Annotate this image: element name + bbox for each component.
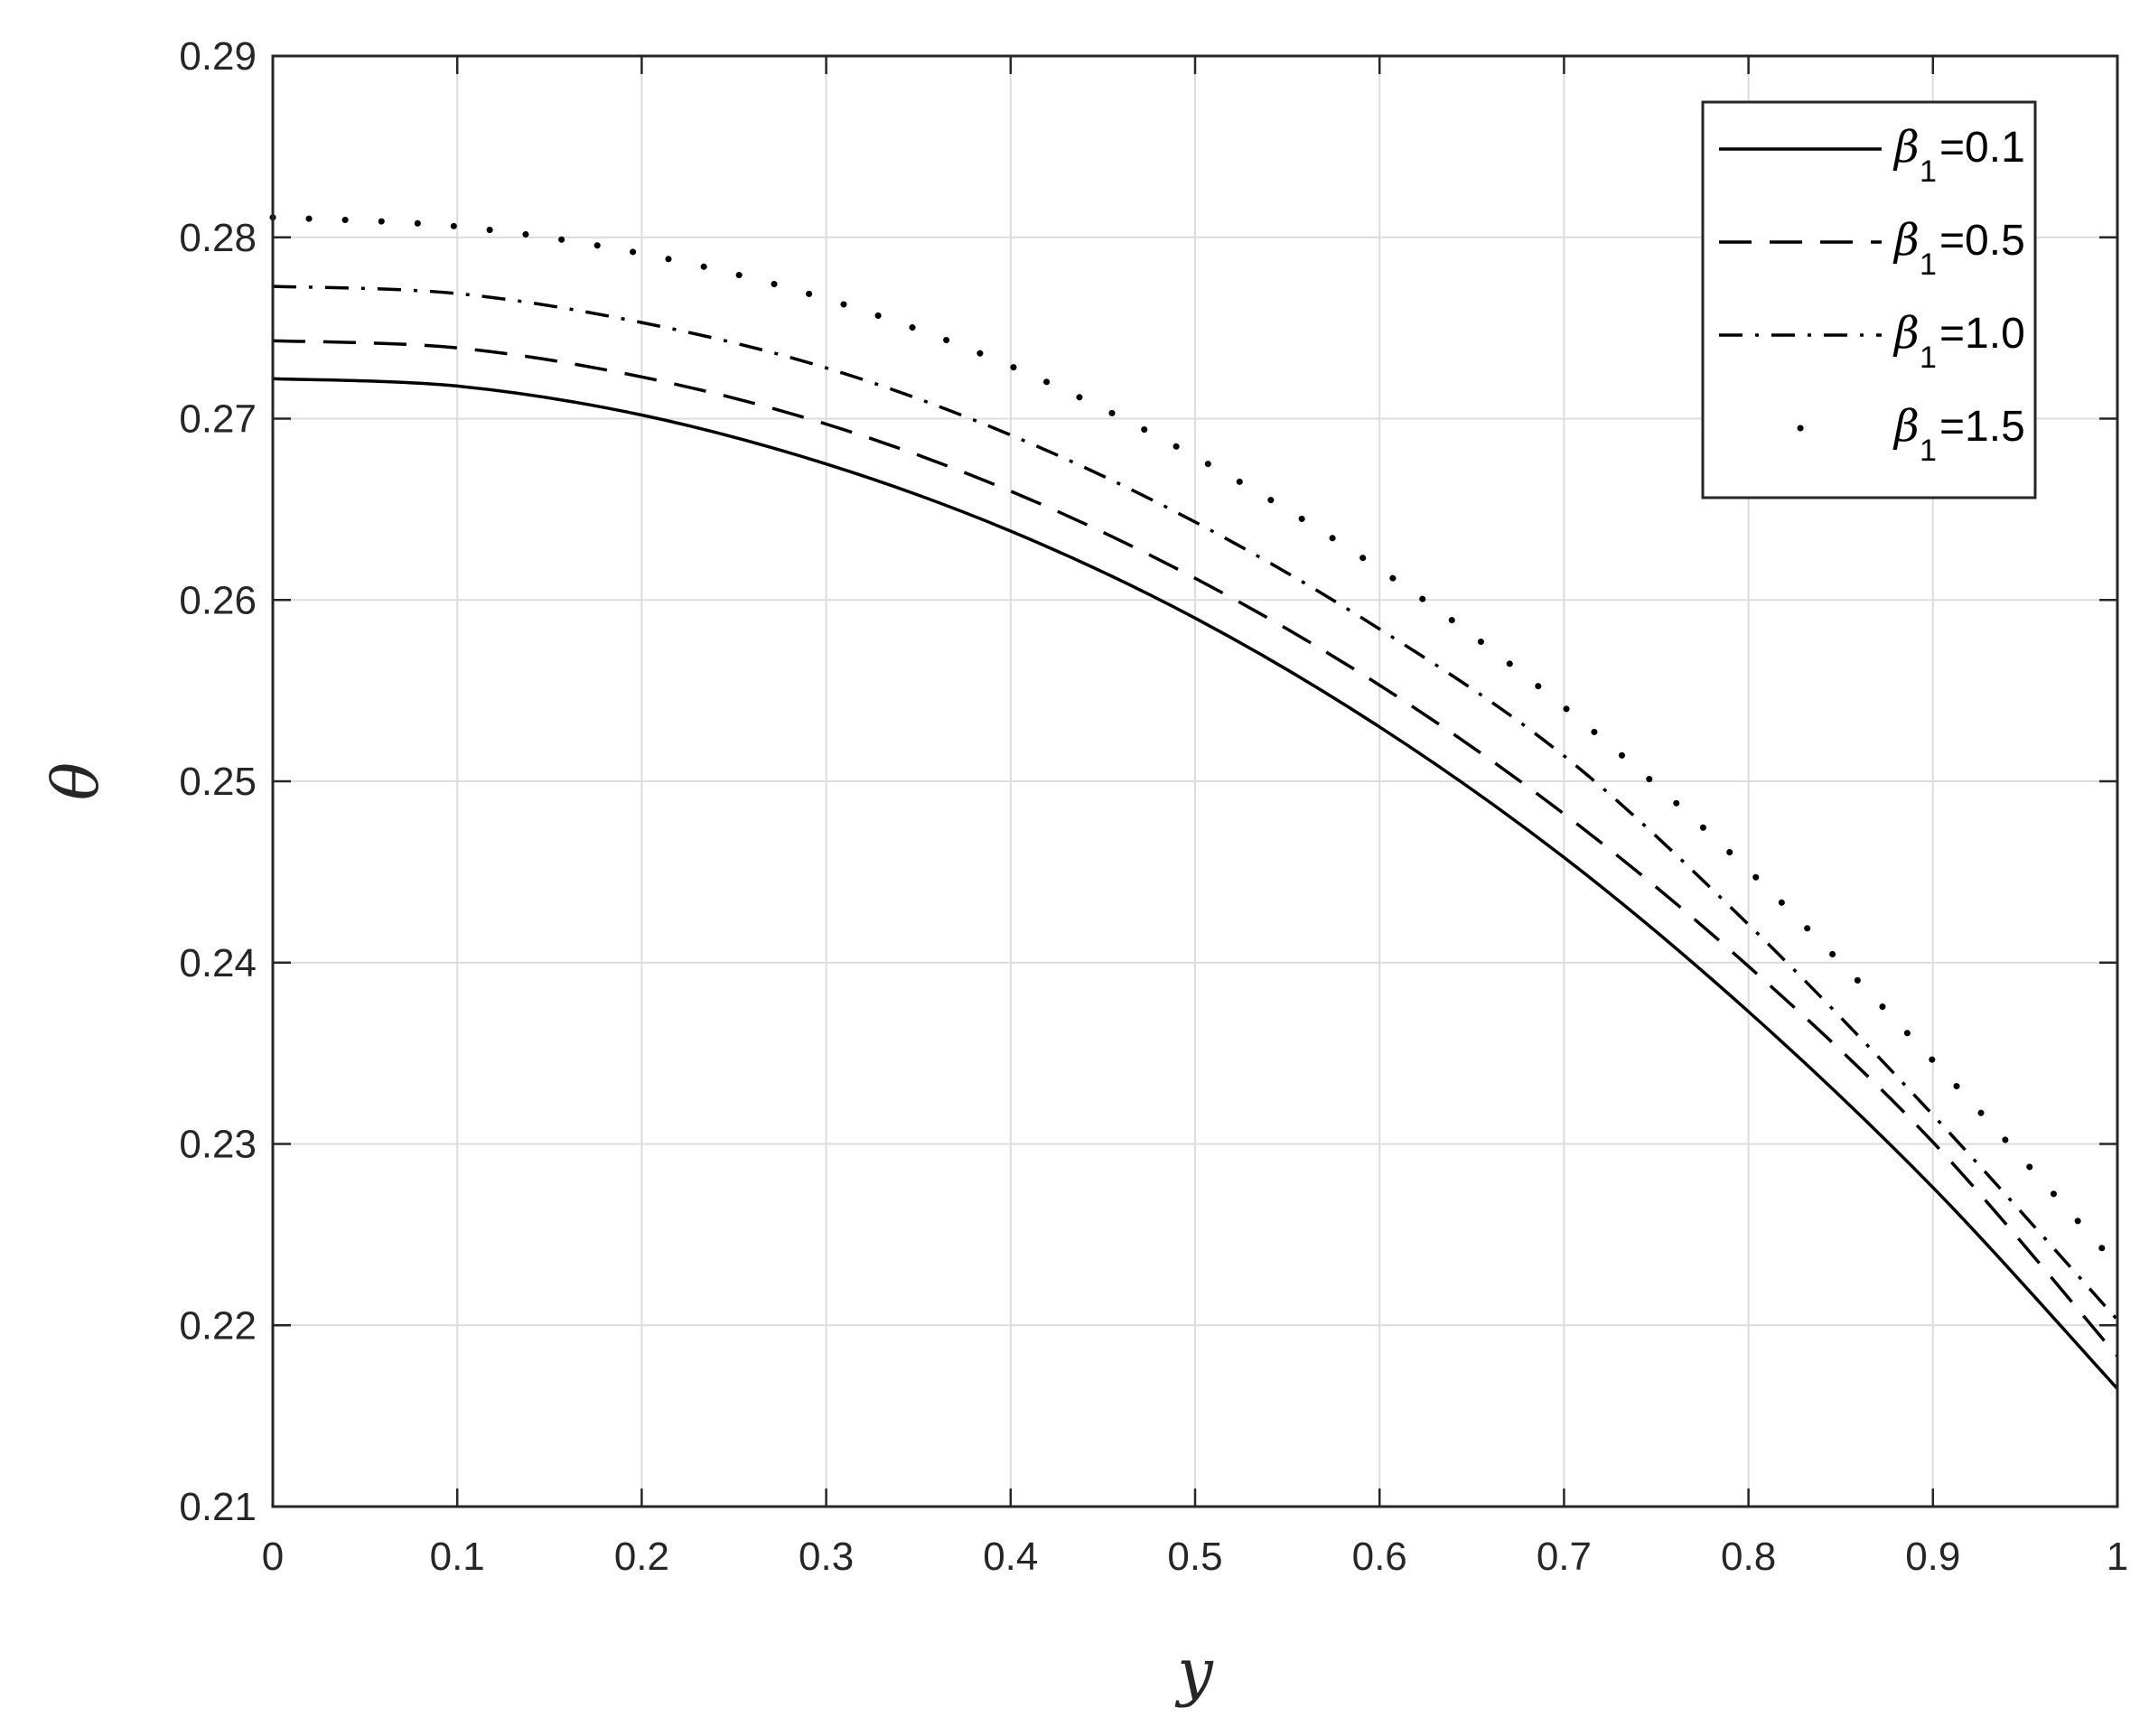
series-4-point — [1010, 366, 1011, 367]
series-4-point — [1932, 1060, 1933, 1061]
series-1-point — [1932, 1187, 1933, 1188]
legend-subscript-2: 1 — [1920, 247, 1937, 282]
x-tick-label: 0.2 — [614, 1535, 669, 1579]
series-2-point — [641, 377, 642, 378]
y-tick-label: 0.25 — [179, 760, 257, 804]
x-tick-label: 0.7 — [1537, 1535, 1592, 1579]
series-3-point — [1010, 434, 1011, 435]
legend-value-2: =0.5 — [1939, 217, 2025, 265]
series-4-point — [1379, 569, 1380, 570]
y-tick-label: 0.29 — [179, 34, 257, 79]
series-2-point — [457, 348, 458, 349]
y-tick-label: 0.21 — [179, 1485, 257, 1529]
y-tick-label: 0.24 — [179, 941, 257, 985]
series-4-point — [826, 298, 827, 299]
series-1-point — [1564, 857, 1565, 858]
series-4-point — [1748, 870, 1749, 871]
series-3-point — [1748, 924, 1749, 925]
legend-symbol-1: β — [1892, 122, 1920, 173]
series-1-point — [1748, 1011, 1749, 1012]
y-tick-label: 0.26 — [179, 578, 257, 622]
series-line-1 — [272, 377, 2119, 1390]
x-tick-label: 0.8 — [1721, 1535, 1776, 1579]
legend-value-1: =0.1 — [1939, 124, 2025, 172]
x-tick-label: 0 — [262, 1535, 284, 1579]
ticks — [271, 54, 2119, 1508]
legend-subscript-3: 1 — [1920, 341, 1937, 375]
legend: β 1 =0.1β 1 =0.5β 1 =1.0β 1 =1.5 — [1701, 100, 2037, 499]
tick-labels: 0 0.1 0.2 0.3 0.4 0.5 0.6 0.7 0.8 0.9 1 0.21 0.22 0.2… — [179, 34, 2128, 1579]
legend-symbol-4: β — [1892, 401, 1920, 452]
series-3-point — [1379, 629, 1380, 630]
x-tick-label: 0.3 — [799, 1535, 854, 1579]
series-1-point — [1379, 726, 1380, 727]
series-1-point — [826, 463, 827, 464]
series-2-point — [1932, 1142, 1933, 1143]
legend-subscript-4: 1 — [1920, 434, 1937, 468]
series-2-point — [1010, 490, 1011, 491]
y-tick-label: 0.23 — [179, 1123, 257, 1167]
series-2-point — [826, 424, 827, 425]
series-2-point — [1194, 578, 1195, 579]
legend-symbol-2: β — [1892, 215, 1920, 266]
series-3-point — [457, 293, 458, 294]
x-tick-label: 0.4 — [983, 1535, 1038, 1579]
y-tick-label: 0.28 — [179, 216, 257, 260]
x-tick-label: 0.5 — [1167, 1535, 1222, 1579]
series-3-point — [826, 368, 827, 369]
series-2-point — [1379, 685, 1380, 686]
series-line-3 — [272, 285, 2119, 1321]
y-tick-label: 0.22 — [179, 1303, 257, 1348]
x-axis-label: y — [1174, 1635, 1214, 1709]
legend-symbol-3: β — [1892, 308, 1920, 359]
x-tick-label: 0.1 — [430, 1535, 485, 1579]
x-tick-label: 0.6 — [1352, 1535, 1407, 1579]
series-3-point — [641, 322, 642, 323]
series-line-2 — [272, 339, 2119, 1358]
series-4-point — [1564, 706, 1565, 707]
legend-subscript-1: 1 — [1920, 154, 1937, 189]
series-3-point — [1564, 755, 1565, 756]
series-2-point — [1564, 814, 1565, 815]
series-1-point — [1194, 618, 1195, 619]
series-4-point — [1194, 456, 1195, 457]
series-4-point — [641, 253, 642, 254]
y-axis-label: θ — [39, 762, 113, 800]
legend-value-4: =1.5 — [1939, 403, 2025, 451]
y-tick-label: 0.27 — [179, 397, 257, 442]
series-group — [269, 214, 2121, 1390]
series-3-point — [1194, 521, 1195, 522]
legend-value-3: =1.0 — [1939, 310, 2025, 358]
x-tick-label: 0.9 — [1905, 1535, 1960, 1579]
series-1-point — [457, 386, 458, 387]
legend-box — [1701, 100, 2037, 499]
x-tick-label: 1 — [2107, 1535, 2128, 1579]
series-1-point — [1010, 530, 1011, 531]
series-4-point — [457, 226, 458, 227]
